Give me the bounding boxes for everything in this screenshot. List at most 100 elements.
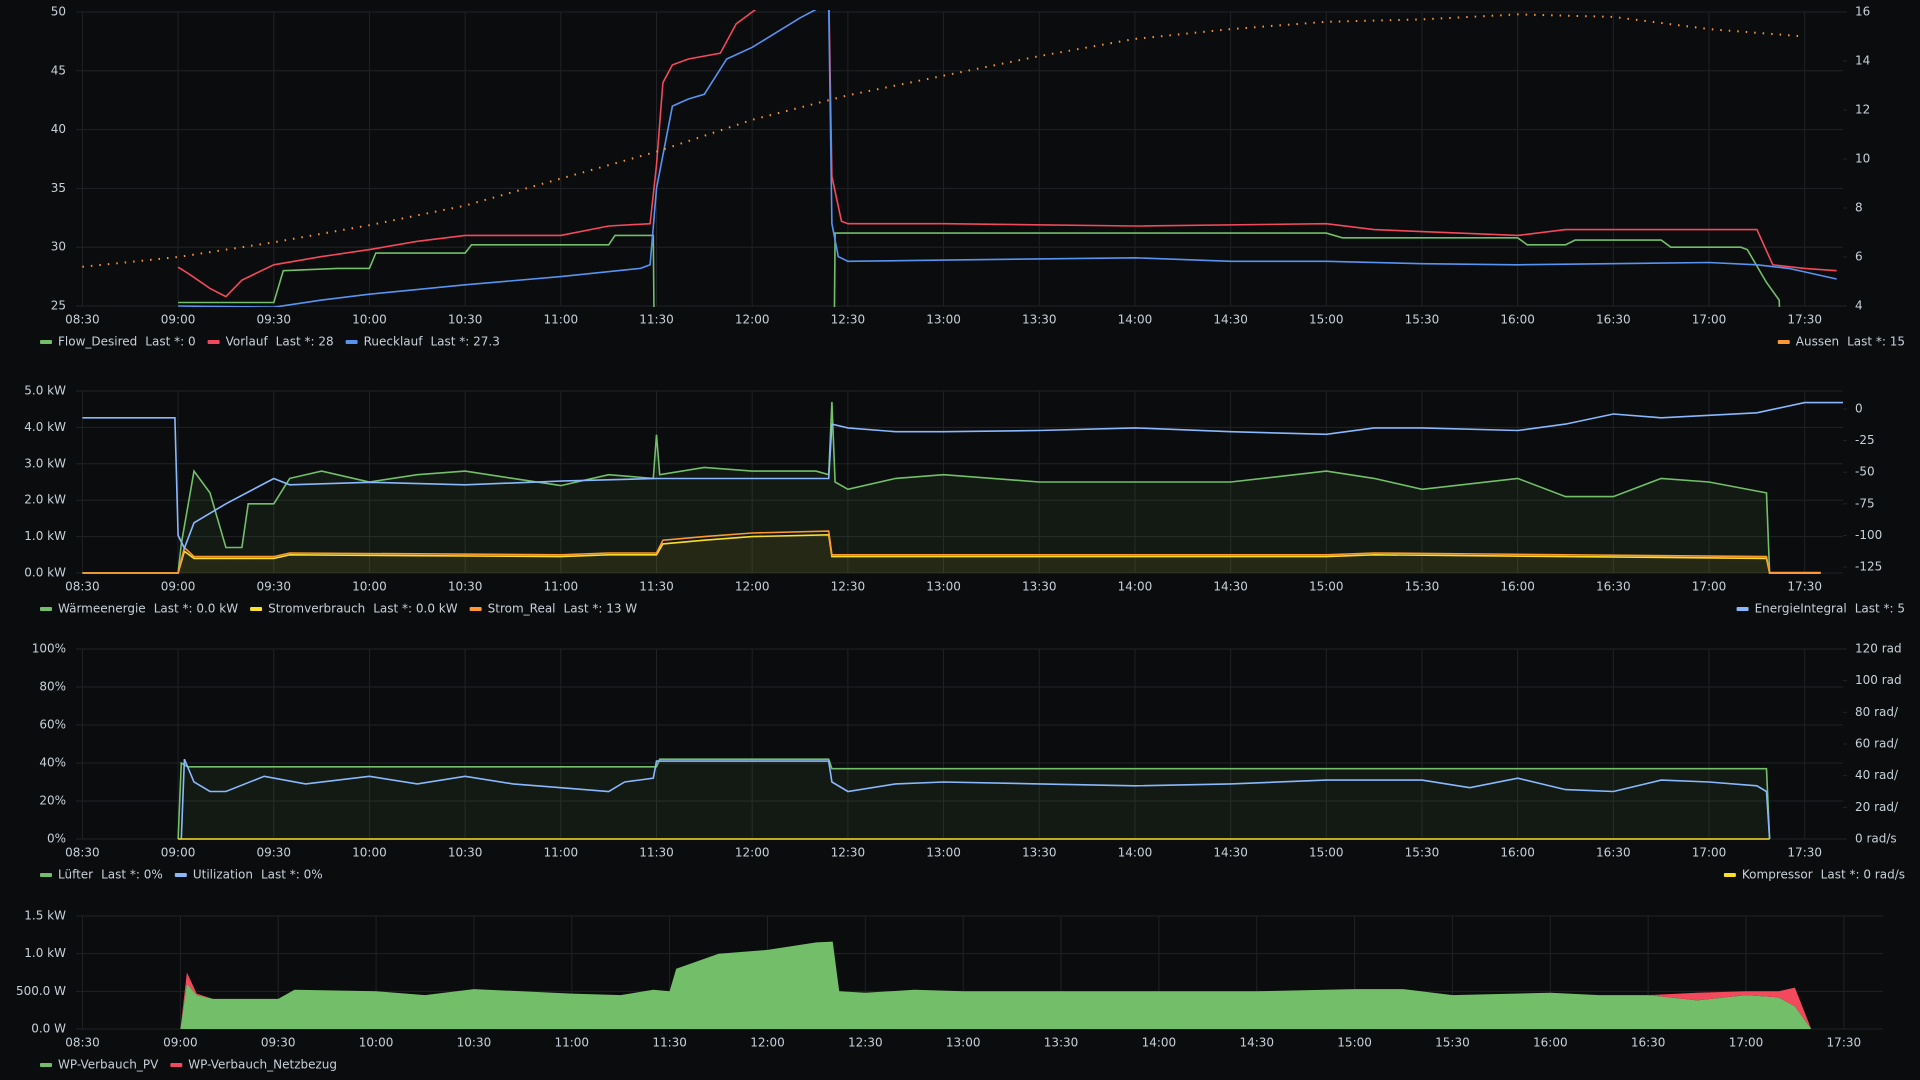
y-tick-label: 0%: [47, 832, 66, 846]
x-tick-label: 10:30: [448, 846, 483, 860]
y2-tick-label: -125: [1855, 560, 1882, 574]
legend-swatch: [40, 607, 52, 611]
x-tick-label: 15:30: [1405, 580, 1440, 594]
x-tick-label: 08:30: [65, 580, 100, 594]
x-tick-label: 15:30: [1435, 1036, 1470, 1050]
legend-name: Utilization: [193, 868, 253, 882]
legend-item: Ruecklauf Last *: 27.3: [345, 335, 500, 349]
x-tick-label: 09:00: [161, 313, 196, 327]
x-tick-label: 09:00: [163, 1036, 198, 1050]
x-tick-label: 16:30: [1596, 846, 1631, 860]
legend-item: Utilization Last *: 0%: [174, 868, 323, 882]
x-tick-label: 13:00: [926, 313, 961, 327]
legend-last: Last *: 27.3: [430, 335, 499, 349]
y-tick-label: 3.0 kW: [24, 456, 66, 470]
legend-item: Vorlauf Last *: 28: [207, 335, 334, 349]
y2-tick-label: 20 rad/: [1855, 800, 1899, 814]
x-tick-label: 15:00: [1309, 846, 1344, 860]
legend-name: EnergieIntegral: [1755, 602, 1847, 616]
x-tick-label: 14:00: [1118, 846, 1153, 860]
y2-tick-label: 0: [1855, 401, 1863, 415]
y-tick-label: 20%: [39, 794, 66, 808]
x-tick-label: 17:30: [1787, 846, 1822, 860]
x-tick-label: 12:00: [735, 313, 770, 327]
y-tick-label: 80%: [39, 680, 66, 694]
y2-tick-label: 10: [1855, 152, 1870, 166]
legend-last: Last *: 0 rad/s: [1821, 868, 1905, 882]
x-tick-label: 14:00: [1118, 580, 1153, 594]
legend-item: Kompressor Last *: 0 rad/s: [1723, 868, 1905, 882]
y-tick-label: 0.0 kW: [24, 566, 66, 580]
y-tick-label: 0.0 W: [31, 1022, 66, 1036]
y-tick-label: 1.5 kW: [24, 909, 66, 923]
series-line: [82, 530, 1821, 574]
x-tick-label: 13:30: [1022, 846, 1057, 860]
y-tick-label: 5.0 kW: [24, 384, 66, 398]
x-tick-label: 13:30: [1022, 580, 1057, 594]
x-tick-label: 10:00: [359, 1036, 394, 1050]
legend-name: Vorlauf: [226, 335, 269, 349]
x-tick-label: 13:00: [926, 846, 961, 860]
legend-swatch: [1723, 873, 1736, 877]
series-line: [82, 13, 1805, 268]
series-area: [82, 401, 1821, 573]
x-tick-label: 10:00: [352, 846, 387, 860]
plot-area: [82, 10, 1837, 307]
x-tick-label: 15:30: [1405, 846, 1440, 860]
panel: 08:30 09:00 09:30 10:00 10:30 11:00 11:30 12:00…: [16, 909, 1883, 1050]
x-tick-label: 14:30: [1213, 580, 1248, 594]
series-line: [82, 401, 1821, 574]
legend-swatch: [40, 873, 52, 877]
y-tick-label: 1.0 kW: [24, 946, 66, 960]
x-tick-label: 15:00: [1309, 580, 1344, 594]
y2-tick-label: -100: [1855, 528, 1882, 542]
legend-item: WP-Verbauch_Netzbezug: [170, 1058, 337, 1072]
legend-name: Wärmeenergie: [58, 602, 146, 616]
legend-name: WP-Verbauch_Netzbezug: [188, 1058, 337, 1072]
x-tick-label: 10:00: [352, 580, 387, 594]
legend-last: Last *: 13 W: [564, 602, 638, 616]
x-tick-label: 13:00: [946, 1036, 981, 1050]
stacked-area: [82, 941, 1877, 1029]
x-tick-label: 14:30: [1239, 1036, 1274, 1050]
x-tick-label: 09:00: [161, 846, 196, 860]
x-tick-label: 12:30: [831, 846, 866, 860]
x-tick-label: 11:00: [554, 1036, 589, 1050]
y-tick-label: 500.0 W: [16, 984, 66, 998]
series-line: [180, 758, 1771, 840]
legend-name: Ruecklauf: [364, 335, 424, 349]
legend-last: Last *: 28: [276, 335, 334, 349]
x-tick-label: 12:00: [735, 846, 770, 860]
x-tick-label: 11:30: [639, 846, 674, 860]
series-line: [177, 758, 1771, 840]
legend-name: Lüfter: [58, 868, 93, 882]
legend-name: Kompressor: [1742, 868, 1813, 882]
x-tick-label: 13:00: [926, 580, 961, 594]
x-tick-label: 15:00: [1309, 313, 1344, 327]
x-tick-label: 12:30: [848, 1036, 883, 1050]
y-tick-label: 50: [51, 5, 66, 19]
x-tick-label: 17:30: [1827, 1036, 1862, 1050]
y2-tick-label: 14: [1855, 54, 1870, 68]
y-tick-label: 100%: [32, 642, 66, 656]
legend-last: Last *: 0.0 kW: [154, 602, 239, 616]
panel: 08:30 09:00 09:30 10:00 10:30 11:00 11:30 12:00…: [24, 384, 1882, 594]
x-tick-label: 08:30: [65, 1036, 100, 1050]
y-tick-label: 45: [51, 63, 66, 77]
series-line: [178, 232, 1781, 307]
y-tick-label: 40: [51, 122, 66, 136]
y2-tick-label: 4: [1855, 299, 1863, 313]
x-tick-label: 17:30: [1787, 313, 1822, 327]
y2-tick-label: -25: [1855, 433, 1875, 447]
y-tick-label: 4.0 kW: [24, 420, 66, 434]
series-area: [178, 759, 1770, 839]
legend-swatch: [345, 340, 358, 344]
y2-tick-label: 6: [1855, 250, 1863, 264]
series-line: [82, 533, 1821, 574]
y-tick-label: 60%: [39, 718, 66, 732]
x-tick-label: 09:30: [256, 580, 291, 594]
plot-area: [82, 401, 1843, 574]
y2-tick-label: 120 rad: [1855, 642, 1902, 656]
